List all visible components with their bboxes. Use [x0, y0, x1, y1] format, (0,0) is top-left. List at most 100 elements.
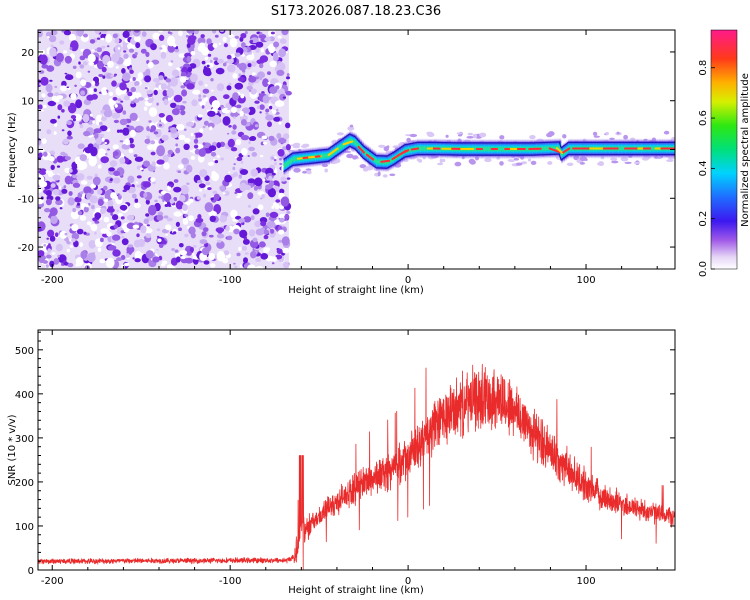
noise-speckle: [95, 137, 103, 145]
noise-speckle: [81, 180, 88, 185]
noise-speckle: [132, 257, 135, 260]
noise-speckle: [212, 43, 218, 48]
noise-speckle: [145, 233, 152, 239]
noise-speckle: [201, 105, 205, 109]
noise-speckle: [162, 199, 165, 202]
noise-speckle: [265, 114, 274, 121]
noise-speckle: [248, 146, 256, 152]
noise-speckle: [233, 163, 236, 166]
noise-speckle: [265, 112, 269, 115]
noise-speckle: [132, 224, 140, 229]
noise-speckle: [69, 245, 74, 248]
noise-speckle: [240, 161, 244, 164]
noise-speckle: [107, 200, 114, 207]
noise-speckle: [140, 225, 147, 234]
noise-speckle: [38, 188, 43, 193]
noise-speckle: [212, 114, 221, 125]
noise-speckle: [46, 36, 50, 39]
noise-speckle: [279, 188, 285, 194]
noise-speckle: [127, 175, 135, 184]
noise-speckle: [146, 90, 153, 95]
noise-speckle: [168, 184, 174, 187]
noise-speckle: [255, 41, 264, 48]
noise-speckle: [167, 44, 176, 53]
noise-speckle: [250, 251, 257, 259]
noise-speckle: [128, 48, 135, 53]
track-halo: [592, 131, 598, 136]
noise-speckle: [171, 248, 176, 251]
noise-speckle: [164, 204, 169, 207]
noise-speckle: [250, 39, 254, 43]
noise-speckle: [178, 227, 182, 231]
noise-speckle: [262, 229, 270, 235]
noise-speckle: [46, 65, 55, 72]
noise-speckle: [205, 62, 214, 68]
noise-speckle: [150, 177, 156, 183]
noise-speckle: [236, 195, 241, 199]
noise-speckle: [205, 181, 211, 186]
track-halo: [467, 132, 473, 136]
noise-speckle: [148, 107, 158, 117]
noise-speckle: [123, 184, 131, 191]
noise-speckle: [98, 133, 105, 138]
spectrogram-x-tick-label: 100: [576, 275, 595, 286]
snr-series: [38, 363, 675, 570]
noise-speckle: [112, 249, 121, 257]
noise-speckle: [106, 128, 111, 132]
noise-speckle: [219, 30, 224, 33]
noise-speckle: [170, 102, 177, 109]
track-halo: [349, 124, 354, 128]
noise-speckle: [119, 82, 127, 91]
noise-speckle: [71, 224, 79, 232]
noise-speckle: [94, 134, 99, 139]
noise-speckle: [267, 188, 276, 198]
noise-speckle: [208, 145, 217, 152]
noise-speckle: [233, 262, 236, 265]
noise-speckle: [202, 88, 210, 94]
track-halo: [445, 134, 449, 138]
noise-speckle: [234, 35, 239, 39]
noise-speckle: [38, 250, 45, 257]
noise-speckle: [133, 239, 141, 248]
noise-speckle: [160, 44, 168, 54]
noise-speckle: [90, 146, 98, 157]
noise-speckle: [82, 113, 90, 123]
noise-speckle: [108, 167, 115, 172]
noise-speckle: [133, 35, 141, 42]
noise-speckle: [41, 138, 47, 144]
noise-speckle: [186, 30, 195, 34]
colorbar: 0.0 0.2 0.4 0.6 0.8 Normalized spectral ampl…: [698, 29, 750, 277]
noise-speckle: [186, 182, 190, 185]
noise-speckle: [241, 42, 246, 48]
noise-speckle: [126, 124, 130, 128]
noise-speckle: [48, 156, 55, 162]
noise-speckle: [254, 220, 262, 228]
noise-speckle: [148, 120, 152, 123]
track-halo: [605, 131, 609, 136]
noise-speckle: [207, 53, 212, 57]
noise-speckle: [201, 60, 206, 65]
noise-speckle: [121, 238, 129, 246]
spectrogram-y-tick-label: 10: [21, 97, 34, 108]
noise-speckle: [98, 74, 104, 77]
noise-speckle: [170, 60, 174, 63]
snr-y-tick-label: 100: [15, 522, 34, 533]
noise-speckle: [255, 265, 264, 269]
track-halo: [427, 132, 435, 138]
noise-speckle: [210, 197, 214, 201]
noise-speckle: [101, 137, 105, 142]
noise-speckle: [66, 135, 73, 140]
noise-speckle: [281, 236, 290, 246]
spectrogram-y-tick-label: 0: [28, 146, 34, 157]
noise-speckle: [140, 167, 143, 171]
noise-speckle: [68, 168, 73, 173]
track-hotspot: [380, 159, 391, 163]
noise-speckle: [141, 31, 147, 37]
noise-speckle: [120, 216, 125, 220]
track-halo: [579, 162, 586, 165]
noise-speckle: [121, 235, 124, 239]
noise-speckle: [151, 161, 156, 167]
noise-speckle: [57, 254, 60, 258]
noise-speckle: [112, 33, 118, 39]
noise-speckle: [166, 217, 173, 222]
